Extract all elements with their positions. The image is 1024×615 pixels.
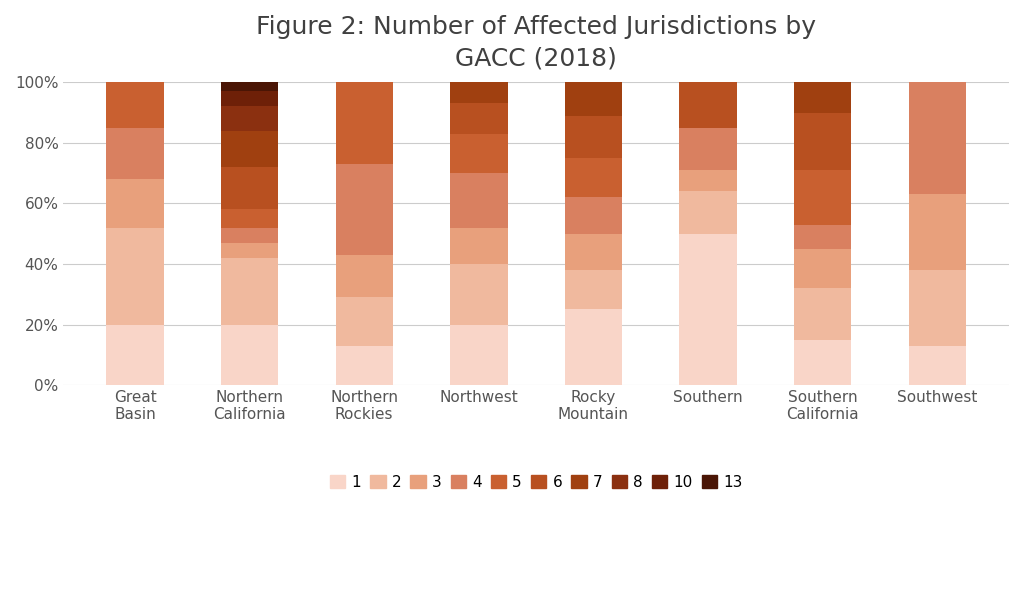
Bar [908, 194, 966, 270]
Bar [336, 82, 393, 164]
Legend: 1, 2, 3, 4, 5, 6, 7, 8, 10, 13: 1, 2, 3, 4, 5, 6, 7, 8, 10, 13 [324, 469, 749, 496]
Bar [565, 197, 623, 234]
Bar [106, 82, 164, 128]
Title: Figure 2: Number of Affected Jurisdictions by
GACC (2018): Figure 2: Number of Affected Jurisdictio… [256, 15, 816, 71]
Bar [106, 128, 164, 179]
Bar [451, 325, 508, 385]
Bar [451, 173, 508, 228]
Bar [451, 133, 508, 173]
Bar [221, 131, 279, 167]
Bar [794, 249, 851, 288]
Bar [221, 243, 279, 258]
Bar [908, 346, 966, 385]
Bar [451, 264, 508, 325]
Bar [221, 325, 279, 385]
Bar [565, 116, 623, 158]
Bar [680, 191, 737, 234]
Bar [221, 210, 279, 228]
Bar [221, 258, 279, 325]
Bar [680, 170, 737, 191]
Bar [451, 228, 508, 264]
Bar [336, 297, 393, 346]
Bar [221, 106, 279, 131]
Bar [221, 82, 279, 92]
Bar [680, 128, 737, 170]
Bar [106, 179, 164, 228]
Bar [908, 270, 966, 346]
Bar [565, 158, 623, 197]
Bar [106, 228, 164, 325]
Bar [451, 82, 508, 103]
Bar [565, 82, 623, 116]
Bar [908, 82, 966, 194]
Bar [106, 325, 164, 385]
Bar [794, 288, 851, 339]
Bar [794, 82, 851, 113]
Bar [680, 234, 737, 385]
Bar [565, 234, 623, 270]
Bar [794, 170, 851, 224]
Bar [680, 82, 737, 128]
Bar [565, 270, 623, 309]
Bar [794, 113, 851, 170]
Bar [336, 346, 393, 385]
Bar [221, 92, 279, 106]
Bar [336, 255, 393, 297]
Bar [451, 103, 508, 133]
Bar [565, 309, 623, 385]
Bar [794, 339, 851, 385]
Bar [221, 228, 279, 243]
Bar [794, 224, 851, 249]
Bar [221, 167, 279, 210]
Bar [336, 164, 393, 255]
